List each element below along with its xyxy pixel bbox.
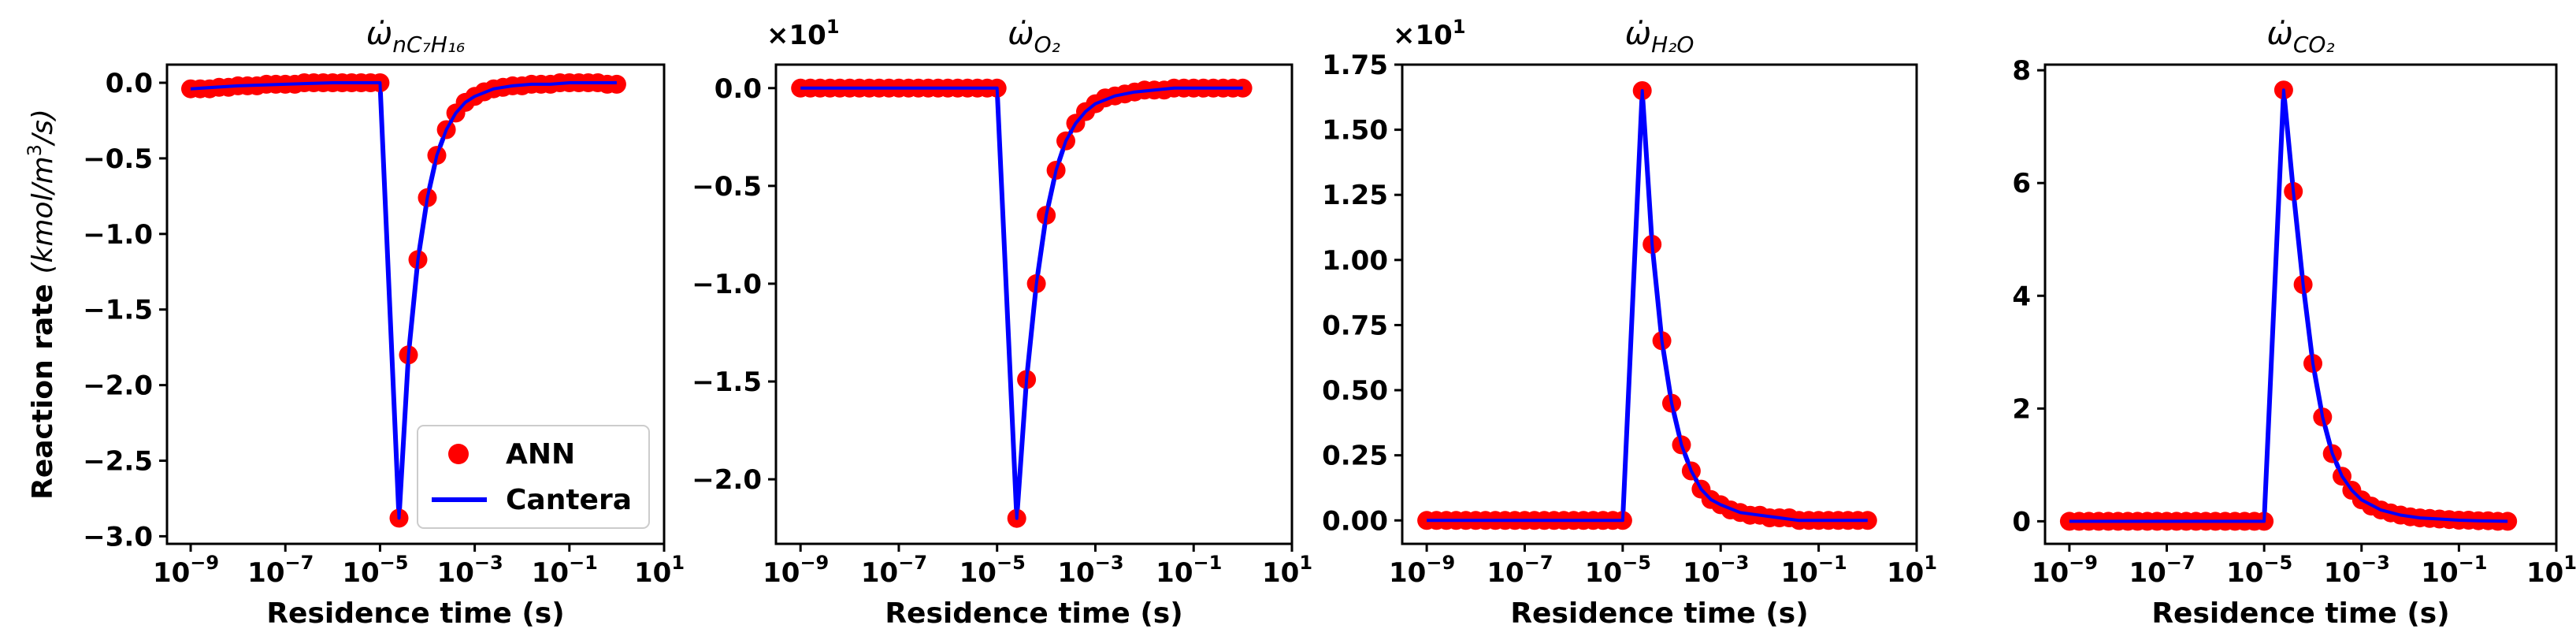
legend-label-ann: ANN	[506, 438, 575, 471]
x-tick-label: 10−5	[2226, 552, 2292, 589]
y-tick-label: −1.0	[692, 269, 762, 300]
chart-panel-3: 10−9 10−7 10−5 10−3 10−1 101 0.00 0.25 0.50 0.75 1…	[1322, 16, 1937, 630]
y-axis-label: Reaction rate (kmol/m3/s)	[24, 109, 59, 500]
chart-title: ω̇CO₂	[2266, 16, 2334, 58]
y-tick-label: 0	[2012, 506, 2031, 538]
y-tick-label: −2.0	[83, 370, 153, 402]
y-tick-label: −2.0	[692, 464, 762, 496]
chart-panel-4: 10−9 10−7 10−5 10−3 10−1 101 0 2 4 6 8 Residence ti…	[2012, 16, 2576, 630]
y-tick-label: 0.00	[1322, 505, 1388, 537]
y-tick-label: 1.75	[1322, 50, 1388, 81]
y-tick-label: −1.5	[692, 367, 762, 398]
chart-title: ω̇O₂	[1008, 16, 1060, 58]
chart-title: ω̇nC₇H₁₆	[366, 16, 466, 58]
x-tick-label: 10−9	[2032, 552, 2098, 589]
x-tick-label: 101	[634, 552, 685, 589]
x-tick-label: 10−1	[1781, 552, 1847, 589]
chart-panel-1: 10−9 10−7 10−5 10−3 10−1 101 0.0 −0.5 −1.0 −1.5 −2…	[24, 16, 685, 630]
x-tick-label: 10−7	[1487, 552, 1553, 589]
x-tick-label: 10−1	[1156, 552, 1222, 589]
y-tick-label: 0.50	[1322, 375, 1388, 407]
x-tick-label: 10−5	[1585, 552, 1651, 589]
legend-label-cantera: Cantera	[506, 484, 632, 516]
x-tick-label: 10−9	[1389, 552, 1455, 589]
y-tick-label: 4	[2012, 281, 2031, 312]
x-tick-label: 10−3	[1683, 552, 1749, 589]
chart-title: ω̇H₂O	[1625, 16, 1694, 58]
legend-box	[417, 425, 650, 529]
x-tick-label: 10−9	[153, 552, 219, 589]
y-tick-label: 1.25	[1322, 180, 1388, 211]
y-tick-label: 0.0	[106, 68, 153, 99]
legend-marker-ann	[448, 444, 469, 464]
axes-frame	[165, 63, 666, 545]
x-tick-label: 10−3	[2324, 552, 2390, 589]
x-tick-label: 10−9	[763, 552, 829, 589]
x-axis-label: Residence time (s)	[885, 597, 1182, 630]
y-tick-label: 6	[2012, 168, 2031, 199]
chart-panel-2: 10−9 10−7 10−5 10−3 10−1 101 0.0 −0.5 −1.0 −1.5 −2…	[692, 16, 1312, 630]
x-tick-label: 10−3	[437, 552, 503, 589]
series-line-cantera-overlay	[800, 86, 1243, 520]
axes-frame	[774, 63, 1294, 545]
sci-multiplier: ×101	[1393, 16, 1466, 51]
y-tick-label: 0.25	[1322, 441, 1388, 472]
x-tick-label: 10−7	[247, 552, 314, 589]
x-tick-label: 101	[2526, 552, 2576, 589]
x-tick-label: 10−1	[532, 552, 598, 589]
x-tick-label: 10−1	[2421, 552, 2487, 589]
x-tick-label: 10−7	[2129, 552, 2195, 589]
x-axis-label: Residence time (s)	[266, 597, 564, 630]
series-line-cantera-overlay	[190, 81, 617, 520]
x-axis-label: Residence time (s)	[2151, 597, 2449, 630]
series-line-cantera-overlay	[2069, 88, 2508, 523]
x-tick-label: 101	[1887, 552, 1937, 589]
y-tick-label: −0.5	[83, 143, 153, 175]
x-tick-label: 10−5	[960, 552, 1026, 589]
axes-frame	[2043, 63, 2558, 545]
y-tick-label: 2	[2012, 393, 2031, 425]
y-tick-label: 1.00	[1322, 245, 1388, 277]
series-line-cantera-overlay	[1427, 89, 1868, 523]
sci-multiplier: ×101	[766, 16, 840, 51]
x-tick-label: 10−5	[342, 552, 408, 589]
y-tick-label: −2.5	[83, 446, 153, 478]
y-tick-label: −3.0	[83, 521, 153, 553]
y-tick-label: −0.5	[692, 171, 762, 203]
x-tick-label: 10−7	[861, 552, 927, 589]
x-tick-label: 10−3	[1057, 552, 1123, 589]
x-axis-label: Residence time (s)	[1510, 597, 1808, 630]
y-tick-label: −1.0	[83, 219, 153, 251]
y-tick-label: 1.50	[1322, 115, 1388, 147]
y-tick-label: −1.5	[83, 295, 153, 326]
y-tick-label: 0.0	[715, 73, 762, 105]
x-tick-label: 101	[1262, 552, 1312, 589]
y-tick-label: 0.75	[1322, 310, 1388, 341]
axes-frame	[1401, 63, 1918, 545]
y-tick-label: 8	[2012, 55, 2031, 87]
